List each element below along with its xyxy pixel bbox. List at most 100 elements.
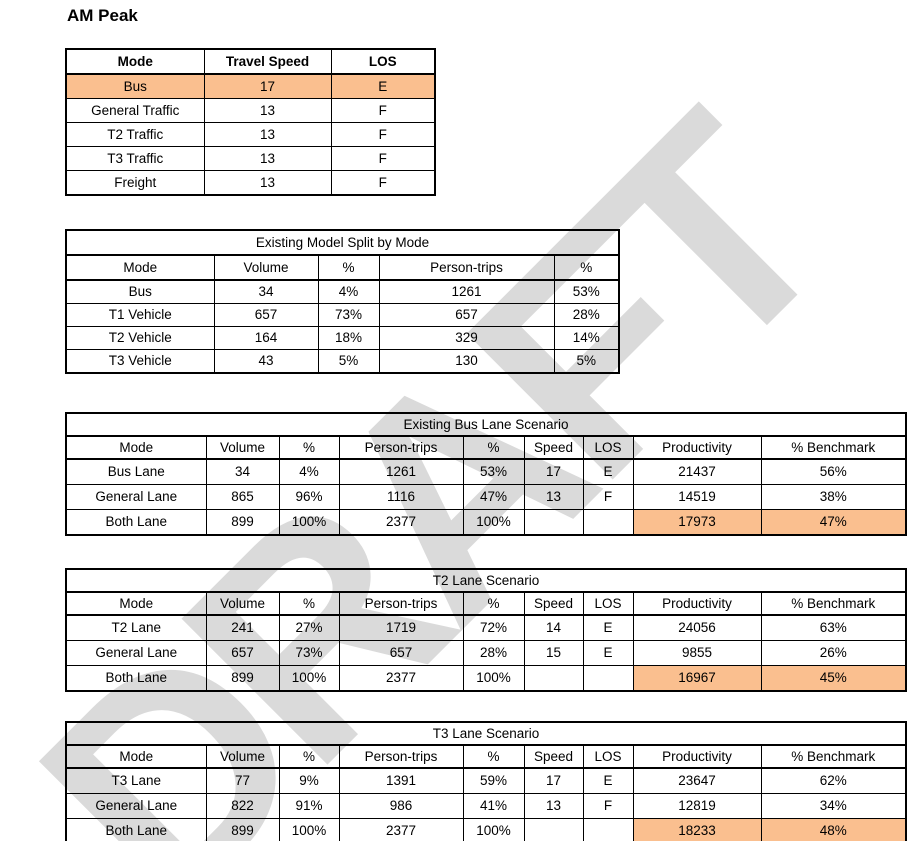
table-cell: 77 xyxy=(205,767,280,794)
table-row: T3 Vehicle 43 5% 130 5% xyxy=(65,349,620,374)
page-title: AM Peak xyxy=(67,6,138,25)
table-cell: 899 xyxy=(205,818,280,841)
table-cell: Both Lane xyxy=(65,509,207,536)
table-cell: T2 Vehicle xyxy=(65,326,215,350)
table-cell: 12819 xyxy=(632,793,762,819)
table-cell: 2377 xyxy=(338,509,464,536)
column-header: Volume xyxy=(205,435,280,460)
table-cell: 4% xyxy=(278,458,340,485)
table-cell: 100% xyxy=(278,665,340,692)
table-cell: 47% xyxy=(462,484,525,510)
table-row: T1 Vehicle 657 73% 657 28% xyxy=(65,303,620,327)
table-mode-speed-los: Mode Travel Speed LOS Bus 17 E General Traffic… xyxy=(65,48,436,196)
table-cell: 13 xyxy=(523,793,584,819)
column-header: % xyxy=(462,435,525,460)
table-cell: Freight xyxy=(65,170,205,196)
column-header: Mode xyxy=(65,744,207,769)
column-header: Person-trips xyxy=(338,744,464,769)
column-header: % Benchmark xyxy=(760,744,907,769)
table-cell: 34 xyxy=(213,279,319,304)
table-cell: T2 Lane xyxy=(65,614,207,641)
table-row: General Lane 657 73% 657 28% 15 E 9855 26% xyxy=(65,640,907,666)
column-header: % xyxy=(553,254,620,281)
table-existing-model-split: Existing Model Split by Mode Mode Volume% P… xyxy=(65,229,620,374)
table-cell xyxy=(582,818,634,841)
table-cell: 986 xyxy=(338,793,464,819)
table-cell: 56% xyxy=(760,458,907,485)
column-header: Volume xyxy=(205,591,280,616)
table-row: T2 Vehicle 164 18% 329 14% xyxy=(65,326,620,350)
header-row: Mode Volume% Person-trips% Speed LOS Producti… xyxy=(65,744,907,769)
table-title: T2 Lane Scenario xyxy=(65,568,907,593)
table-cell: 34 xyxy=(205,458,280,485)
table-row: General Lane 822 91% 986 41% 13 F 12819 34% xyxy=(65,793,907,819)
column-header: LOS xyxy=(582,744,634,769)
table-cell: 100% xyxy=(462,818,525,841)
column-header: % xyxy=(278,744,340,769)
column-header: Mode xyxy=(65,48,205,75)
table-cell: 28% xyxy=(462,640,525,666)
table-cell: E xyxy=(330,73,436,99)
column-header: Mode xyxy=(65,254,215,281)
table-cell: 96% xyxy=(278,484,340,510)
header-row: Mode Volume% Person-trips% xyxy=(65,254,620,281)
table-cell: E xyxy=(582,640,634,666)
table-cell: General Lane xyxy=(65,640,207,666)
table-row: General Traffic 13 F xyxy=(65,98,436,123)
table-cell: 1719 xyxy=(338,614,464,641)
column-header: Person-trips xyxy=(338,435,464,460)
table-cell: 100% xyxy=(278,818,340,841)
table-t2-lane-scenario: T2 Lane Scenario Mode Volume% Person-trips%… xyxy=(65,568,907,692)
table-cell: 16967 xyxy=(632,665,762,692)
table-cell: 59% xyxy=(462,767,525,794)
table-cell: Both Lane xyxy=(65,665,207,692)
table-cell: 1261 xyxy=(378,279,555,304)
table-cell: 5% xyxy=(553,349,620,374)
table-cell: 13 xyxy=(203,170,332,196)
table-cell: 34% xyxy=(760,793,907,819)
table-cell: 13 xyxy=(203,146,332,171)
column-header: Mode xyxy=(65,435,207,460)
table-row: T3 Lane 77 9% 1391 59% 17 E 23647 62% xyxy=(65,767,907,794)
table-cell: 62% xyxy=(760,767,907,794)
table-cell: F xyxy=(582,484,634,510)
table-cell: 865 xyxy=(205,484,280,510)
table-cell: 72% xyxy=(462,614,525,641)
table-cell: 53% xyxy=(462,458,525,485)
table-cell: 130 xyxy=(378,349,555,374)
table-cell: General Lane xyxy=(65,484,207,510)
table-cell: 17 xyxy=(203,73,332,99)
table-row: Freight 13 F xyxy=(65,170,436,196)
table-cell: E xyxy=(582,614,634,641)
table-cell: 13 xyxy=(203,122,332,147)
table-cell: 43 xyxy=(213,349,319,374)
table-cell: Bus xyxy=(65,73,205,99)
table-title-row: Existing Model Split by Mode xyxy=(65,229,620,256)
table-cell: 41% xyxy=(462,793,525,819)
column-header: % Benchmark xyxy=(760,435,907,460)
table-cell xyxy=(582,665,634,692)
table-title-row: T2 Lane Scenario xyxy=(65,568,907,593)
table-cell: F xyxy=(330,146,436,171)
table-cell: 329 xyxy=(378,326,555,350)
table-row: T2 Lane 241 27% 1719 72% 14 E 24056 63% xyxy=(65,614,907,641)
table-cell: T3 Vehicle xyxy=(65,349,215,374)
column-header: Travel Speed xyxy=(203,48,332,75)
column-header: LOS xyxy=(330,48,436,75)
table-cell xyxy=(582,509,634,536)
table-cell: 28% xyxy=(553,303,620,327)
table-cell: 657 xyxy=(378,303,555,327)
column-header: Speed xyxy=(523,591,584,616)
table-cell: T1 Vehicle xyxy=(65,303,215,327)
table-cell: F xyxy=(330,98,436,123)
table-cell: 27% xyxy=(278,614,340,641)
table-row: Both Lane 899 100% 2377 100% 17973 47% xyxy=(65,509,907,536)
table-cell: 24056 xyxy=(632,614,762,641)
table-cell: 657 xyxy=(338,640,464,666)
table-cell: E xyxy=(582,767,634,794)
table-cell: 13 xyxy=(203,98,332,123)
table-cell: 53% xyxy=(553,279,620,304)
table-cell: E xyxy=(582,458,634,485)
column-header: Speed xyxy=(523,744,584,769)
